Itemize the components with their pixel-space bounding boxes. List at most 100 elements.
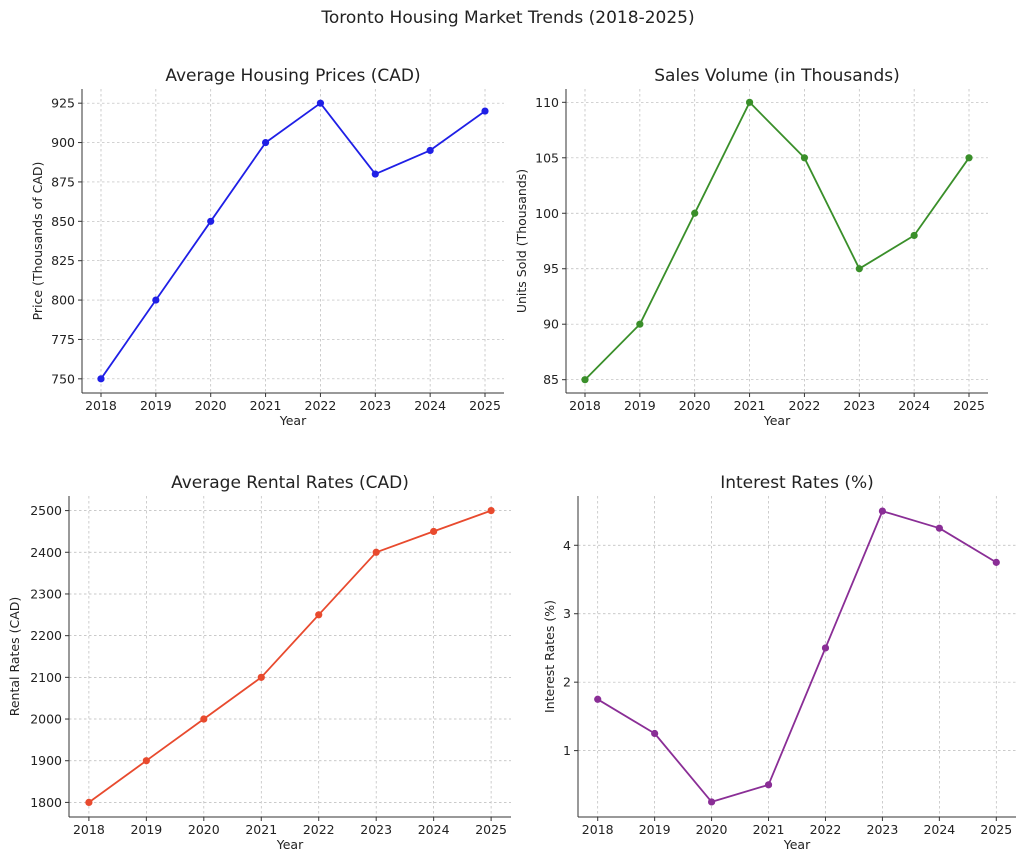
data-point — [371, 170, 379, 178]
y-tick-label: 1900 — [30, 753, 62, 768]
subplot-sales-volume: 2018 2019 2020 2021 2022 2023 2024 2025 85 90 95 10… — [514, 66, 988, 428]
x-axis-label: Year — [276, 837, 304, 852]
data-point — [581, 376, 589, 384]
subplot-interest-rates: 2018 2019 2020 2021 2022 2023 2024 2025 1 2 3 4 Inte… — [542, 473, 1016, 852]
x-tick-label: 2024 — [898, 398, 930, 413]
data-point — [207, 217, 215, 225]
data-point — [636, 320, 644, 328]
y-tick-label: 100 — [535, 206, 559, 221]
data-point — [85, 798, 93, 807]
x-tick-label: 2021 — [245, 822, 277, 837]
x-tick-label: 2020 — [679, 398, 711, 413]
data-point — [821, 644, 830, 652]
x-tick-label: 2021 — [734, 398, 766, 413]
x-tick-label: 2020 — [195, 398, 227, 413]
data-point — [800, 154, 809, 162]
series-line — [88, 509, 492, 804]
y-tick-label: 925 — [51, 96, 75, 111]
x-tick-label: 2023 — [843, 398, 875, 413]
y-axis-label: Price (Thousands of CAD) — [30, 162, 45, 321]
series-line — [584, 101, 970, 381]
x-tick-label: 2020 — [188, 822, 220, 837]
x-tick-label: 2025 — [469, 398, 501, 413]
data-point — [142, 757, 150, 765]
x-tick-label: 2018 — [582, 822, 614, 837]
data-point — [372, 548, 380, 556]
data-point — [426, 146, 434, 155]
y-tick-label: 90 — [543, 317, 559, 332]
data-point — [261, 138, 270, 147]
x-axis-label: Year — [763, 413, 791, 428]
subplot-title: Average Rental Rates (CAD) — [171, 473, 409, 493]
y-tick-label: 2300 — [30, 586, 62, 601]
x-tick-label: 2021 — [753, 822, 785, 837]
x-tick-label: 2019 — [140, 398, 172, 413]
x-tick-label: 2024 — [418, 822, 450, 837]
x-tick-label: 2019 — [624, 398, 656, 413]
data-point — [691, 209, 699, 217]
data-point — [992, 558, 1000, 566]
data-point — [430, 527, 438, 536]
data-point — [315, 611, 323, 619]
x-tick-label: 2020 — [696, 822, 728, 837]
x-tick-label: 2022 — [303, 822, 335, 837]
figure-title: Toronto Housing Market Trends (2018-2025… — [320, 8, 694, 28]
data-point — [935, 524, 943, 532]
x-tick-label: 2019 — [639, 822, 671, 837]
y-tick-label: 2400 — [30, 545, 62, 560]
data-point — [878, 507, 887, 515]
data-point — [764, 781, 773, 789]
x-tick-label: 2025 — [980, 822, 1012, 837]
y-tick-label: 2000 — [30, 712, 62, 727]
y-tick-label: 95 — [543, 261, 559, 276]
x-tick-label: 2023 — [359, 398, 391, 413]
y-tick-label: 800 — [51, 293, 75, 308]
y-tick-label: 775 — [51, 332, 75, 347]
y-tick-label: 4 — [563, 538, 571, 553]
data-point — [200, 715, 208, 723]
x-tick-label: 2024 — [414, 398, 446, 413]
data-point — [152, 296, 160, 304]
y-tick-label: 1 — [563, 743, 571, 758]
data-point — [316, 99, 325, 107]
x-tick-label: 2022 — [810, 822, 842, 837]
y-tick-label: 2 — [563, 675, 571, 690]
data-point — [910, 231, 918, 240]
subplots: 2018 2019 2020 2021 2022 2023 2024 2025 750 775 80… — [7, 66, 1016, 852]
y-tick-label: 105 — [535, 150, 559, 165]
data-point — [97, 375, 105, 383]
data-point — [745, 98, 754, 106]
y-axis-label: Rental Rates (CAD) — [7, 597, 22, 717]
x-tick-label: 2025 — [953, 398, 985, 413]
y-axis-label: Interest Rates (%) — [542, 600, 557, 713]
data-point — [651, 729, 659, 738]
x-tick-label: 2024 — [923, 822, 955, 837]
x-axis-label: Year — [279, 413, 307, 428]
x-tick-label: 2023 — [360, 822, 392, 837]
y-tick-label: 2500 — [30, 503, 62, 518]
x-tick-label: 2021 — [250, 398, 282, 413]
y-tick-label: 850 — [51, 214, 75, 229]
x-tick-label: 2022 — [305, 398, 337, 413]
data-point — [481, 107, 489, 115]
x-tick-label: 2018 — [85, 398, 117, 413]
y-tick-label: 2100 — [30, 670, 62, 685]
data-point — [965, 154, 973, 162]
x-tick-label: 2018 — [73, 822, 105, 837]
x-axis-label: Year — [783, 837, 811, 852]
subplot-title: Sales Volume (in Thousands) — [654, 66, 899, 86]
y-tick-label: 825 — [51, 253, 75, 268]
x-tick-label: 2022 — [789, 398, 821, 413]
series-line — [100, 102, 486, 380]
subplot-title: Average Housing Prices (CAD) — [165, 66, 420, 86]
y-axis-label: Units Sold (Thousands) — [514, 169, 529, 313]
y-tick-label: 900 — [51, 135, 75, 150]
data-point — [257, 673, 265, 681]
data-point — [487, 506, 495, 515]
subplot-housing-prices: 2018 2019 2020 2021 2022 2023 2024 2025 750 775 80… — [30, 66, 504, 428]
y-tick-label: 1800 — [30, 795, 62, 810]
y-tick-label: 110 — [535, 95, 559, 110]
y-tick-label: 3 — [563, 606, 571, 621]
subplot-rental-rates: 2018 2019 2020 2021 2022 2023 2024 2025 1800 1900… — [7, 473, 511, 852]
